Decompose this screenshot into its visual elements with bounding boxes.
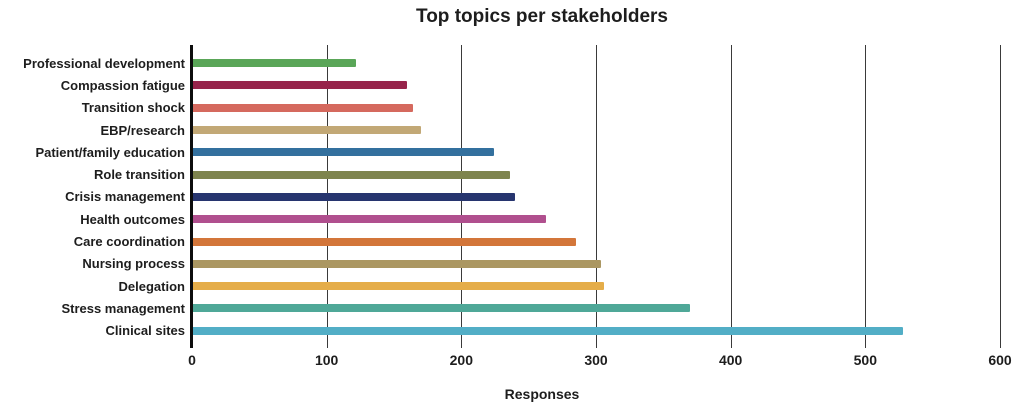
bar-stress-management	[192, 304, 691, 313]
gridline-x-500	[865, 45, 867, 348]
bar-transition-shock	[192, 103, 413, 112]
x-tick-label-100: 100	[314, 352, 339, 368]
gridline-x-400	[730, 45, 732, 348]
bar-nursing-process	[192, 259, 602, 268]
y-tick-label-clinical-sites: Clinical sites	[105, 323, 185, 339]
y-tick-label-professional-development: Professional development	[23, 55, 185, 71]
bar-row-clinical-sites	[192, 320, 1000, 342]
y-tick-label-crisis-management: Crisis management	[65, 189, 185, 205]
x-tick-labels: 0 100 200 300 400 500 600	[188, 352, 1012, 370]
plot-area	[190, 45, 1001, 348]
y-axis-spine	[190, 45, 193, 348]
gridline-x-600	[1000, 45, 1001, 348]
x-tick-label-500: 500	[853, 352, 878, 368]
bar-clinical-sites	[192, 326, 904, 335]
gridline-x-300	[596, 45, 597, 348]
y-tick-label-stress-management: Stress management	[61, 300, 185, 316]
chart-title: Top topics per stakeholders	[416, 6, 668, 27]
bar-crisis-management	[192, 192, 516, 201]
y-tick-label-care-coordination: Care coordination	[73, 234, 185, 250]
bar-professional-development	[192, 59, 357, 68]
bar-row-transition-shock	[192, 97, 1000, 119]
x-tick-label-0: 0	[188, 352, 196, 368]
bar-patient-family-education	[192, 148, 494, 157]
bar-row-delegation	[192, 275, 1000, 297]
x-tick-label-400: 400	[718, 352, 743, 368]
x-tick-label-600: 600	[988, 352, 1012, 368]
bar-row-care-coordination	[192, 230, 1000, 252]
bar-compassion-fatigue	[192, 81, 408, 90]
bar-row-role-transition	[192, 163, 1000, 185]
bar-row-health-outcomes	[192, 208, 1000, 230]
bar-row-professional-development	[192, 52, 1000, 74]
bar-delegation	[192, 282, 605, 291]
bar-row-nursing-process	[192, 253, 1000, 275]
y-tick-label-ebp-research: EBP/research	[100, 122, 185, 138]
y-tick-label-compassion-fatigue: Compassion fatigue	[60, 77, 185, 93]
x-tick-label-200: 200	[449, 352, 474, 368]
y-tick-label-delegation: Delegation	[118, 278, 185, 294]
bar-row-crisis-management	[192, 186, 1000, 208]
y-tick-label-health-outcomes: Health outcomes	[80, 211, 185, 227]
bar-row-compassion-fatigue	[192, 74, 1000, 96]
bars-container	[192, 45, 1000, 342]
bar-ebp-research	[192, 126, 421, 135]
y-axis-labels: Professional development Compassion fatig…	[0, 45, 185, 342]
bar-row-patient-family-education	[192, 141, 1000, 163]
bar-health-outcomes	[192, 215, 547, 224]
bar-care-coordination	[192, 237, 576, 246]
y-tick-label-role-transition: Role transition	[93, 167, 185, 183]
y-tick-label-transition-shock: Transition shock	[81, 100, 185, 116]
x-axis-label: Responses	[504, 386, 580, 402]
bar-role-transition	[192, 170, 510, 179]
y-tick-label-patient-family-education: Patient/family education	[35, 144, 185, 160]
bar-row-ebp-research	[192, 119, 1000, 141]
y-tick-label-nursing-process: Nursing process	[82, 256, 185, 272]
bar-row-stress-management	[192, 297, 1000, 319]
x-tick-label-300: 300	[584, 352, 608, 368]
